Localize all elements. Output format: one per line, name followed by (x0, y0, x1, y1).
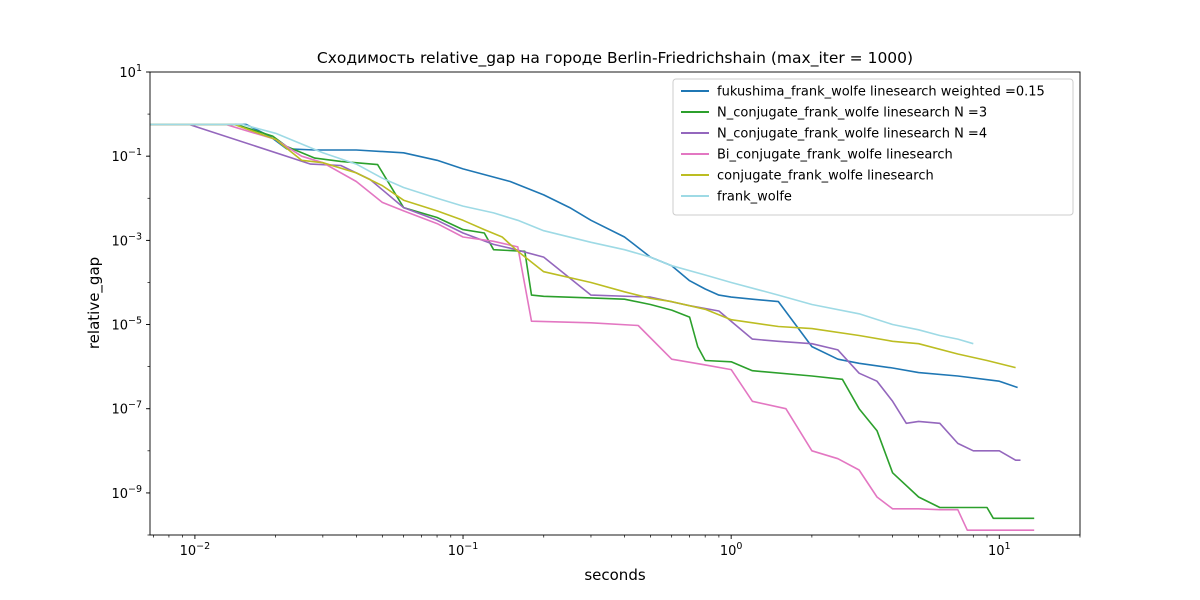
x-tick-label-1: 10−2 (180, 541, 211, 559)
legend-label-2: N_conjugate_frank_wolfe linesearch N =3 (717, 106, 987, 121)
y-tick-label-5: 10−7 (111, 400, 142, 418)
legend-label-3: N_conjugate_frank_wolfe linesearch N =4 (717, 127, 987, 142)
series-line-5 (150, 123, 1016, 369)
legend: fukushima_frank_wolfe linesearch weighte… (672, 78, 1074, 216)
legend-label-1: fukushima_frank_wolfe linesearch weighte… (717, 85, 1045, 100)
series-lines (150, 123, 1035, 531)
chart-title: Сходимость relative_gap на городе Berlin… (317, 49, 913, 68)
legend-label-5: conjugate_frank_wolfe linesearch (717, 169, 934, 184)
y-tick-label-6: 10−9 (111, 484, 142, 502)
axes-frame (149, 71, 1081, 536)
x-tick-label-4: 101 (988, 541, 1011, 559)
series-line-3 (150, 123, 1021, 461)
y-tick-label-4: 10−5 (111, 316, 142, 334)
legend-box (672, 78, 1074, 216)
series-line-2 (150, 123, 1035, 520)
x-tick-label-3: 100 (720, 541, 743, 559)
y-tick-label-3: 10−3 (111, 231, 142, 249)
y-tick-label-2: 10−1 (111, 147, 142, 165)
legend-label-6: frank_wolfe (717, 190, 792, 205)
y-tick-label-1: 101 (119, 63, 142, 81)
x-axis-label: seconds (584, 566, 645, 584)
plot-area (150, 123, 1035, 531)
legend-label-4: Bi_conjugate_frank_wolfe linesearch (717, 148, 953, 163)
series-line-4 (150, 123, 1035, 531)
series-line-6 (150, 123, 974, 345)
axes: 10−2 10−1 100 101 101 10−1 10−3 10−5 10−7 10−9 (111, 63, 1081, 559)
y-axis-label: relative_gap (85, 257, 104, 349)
x-tick-label-2: 10−1 (448, 541, 479, 559)
